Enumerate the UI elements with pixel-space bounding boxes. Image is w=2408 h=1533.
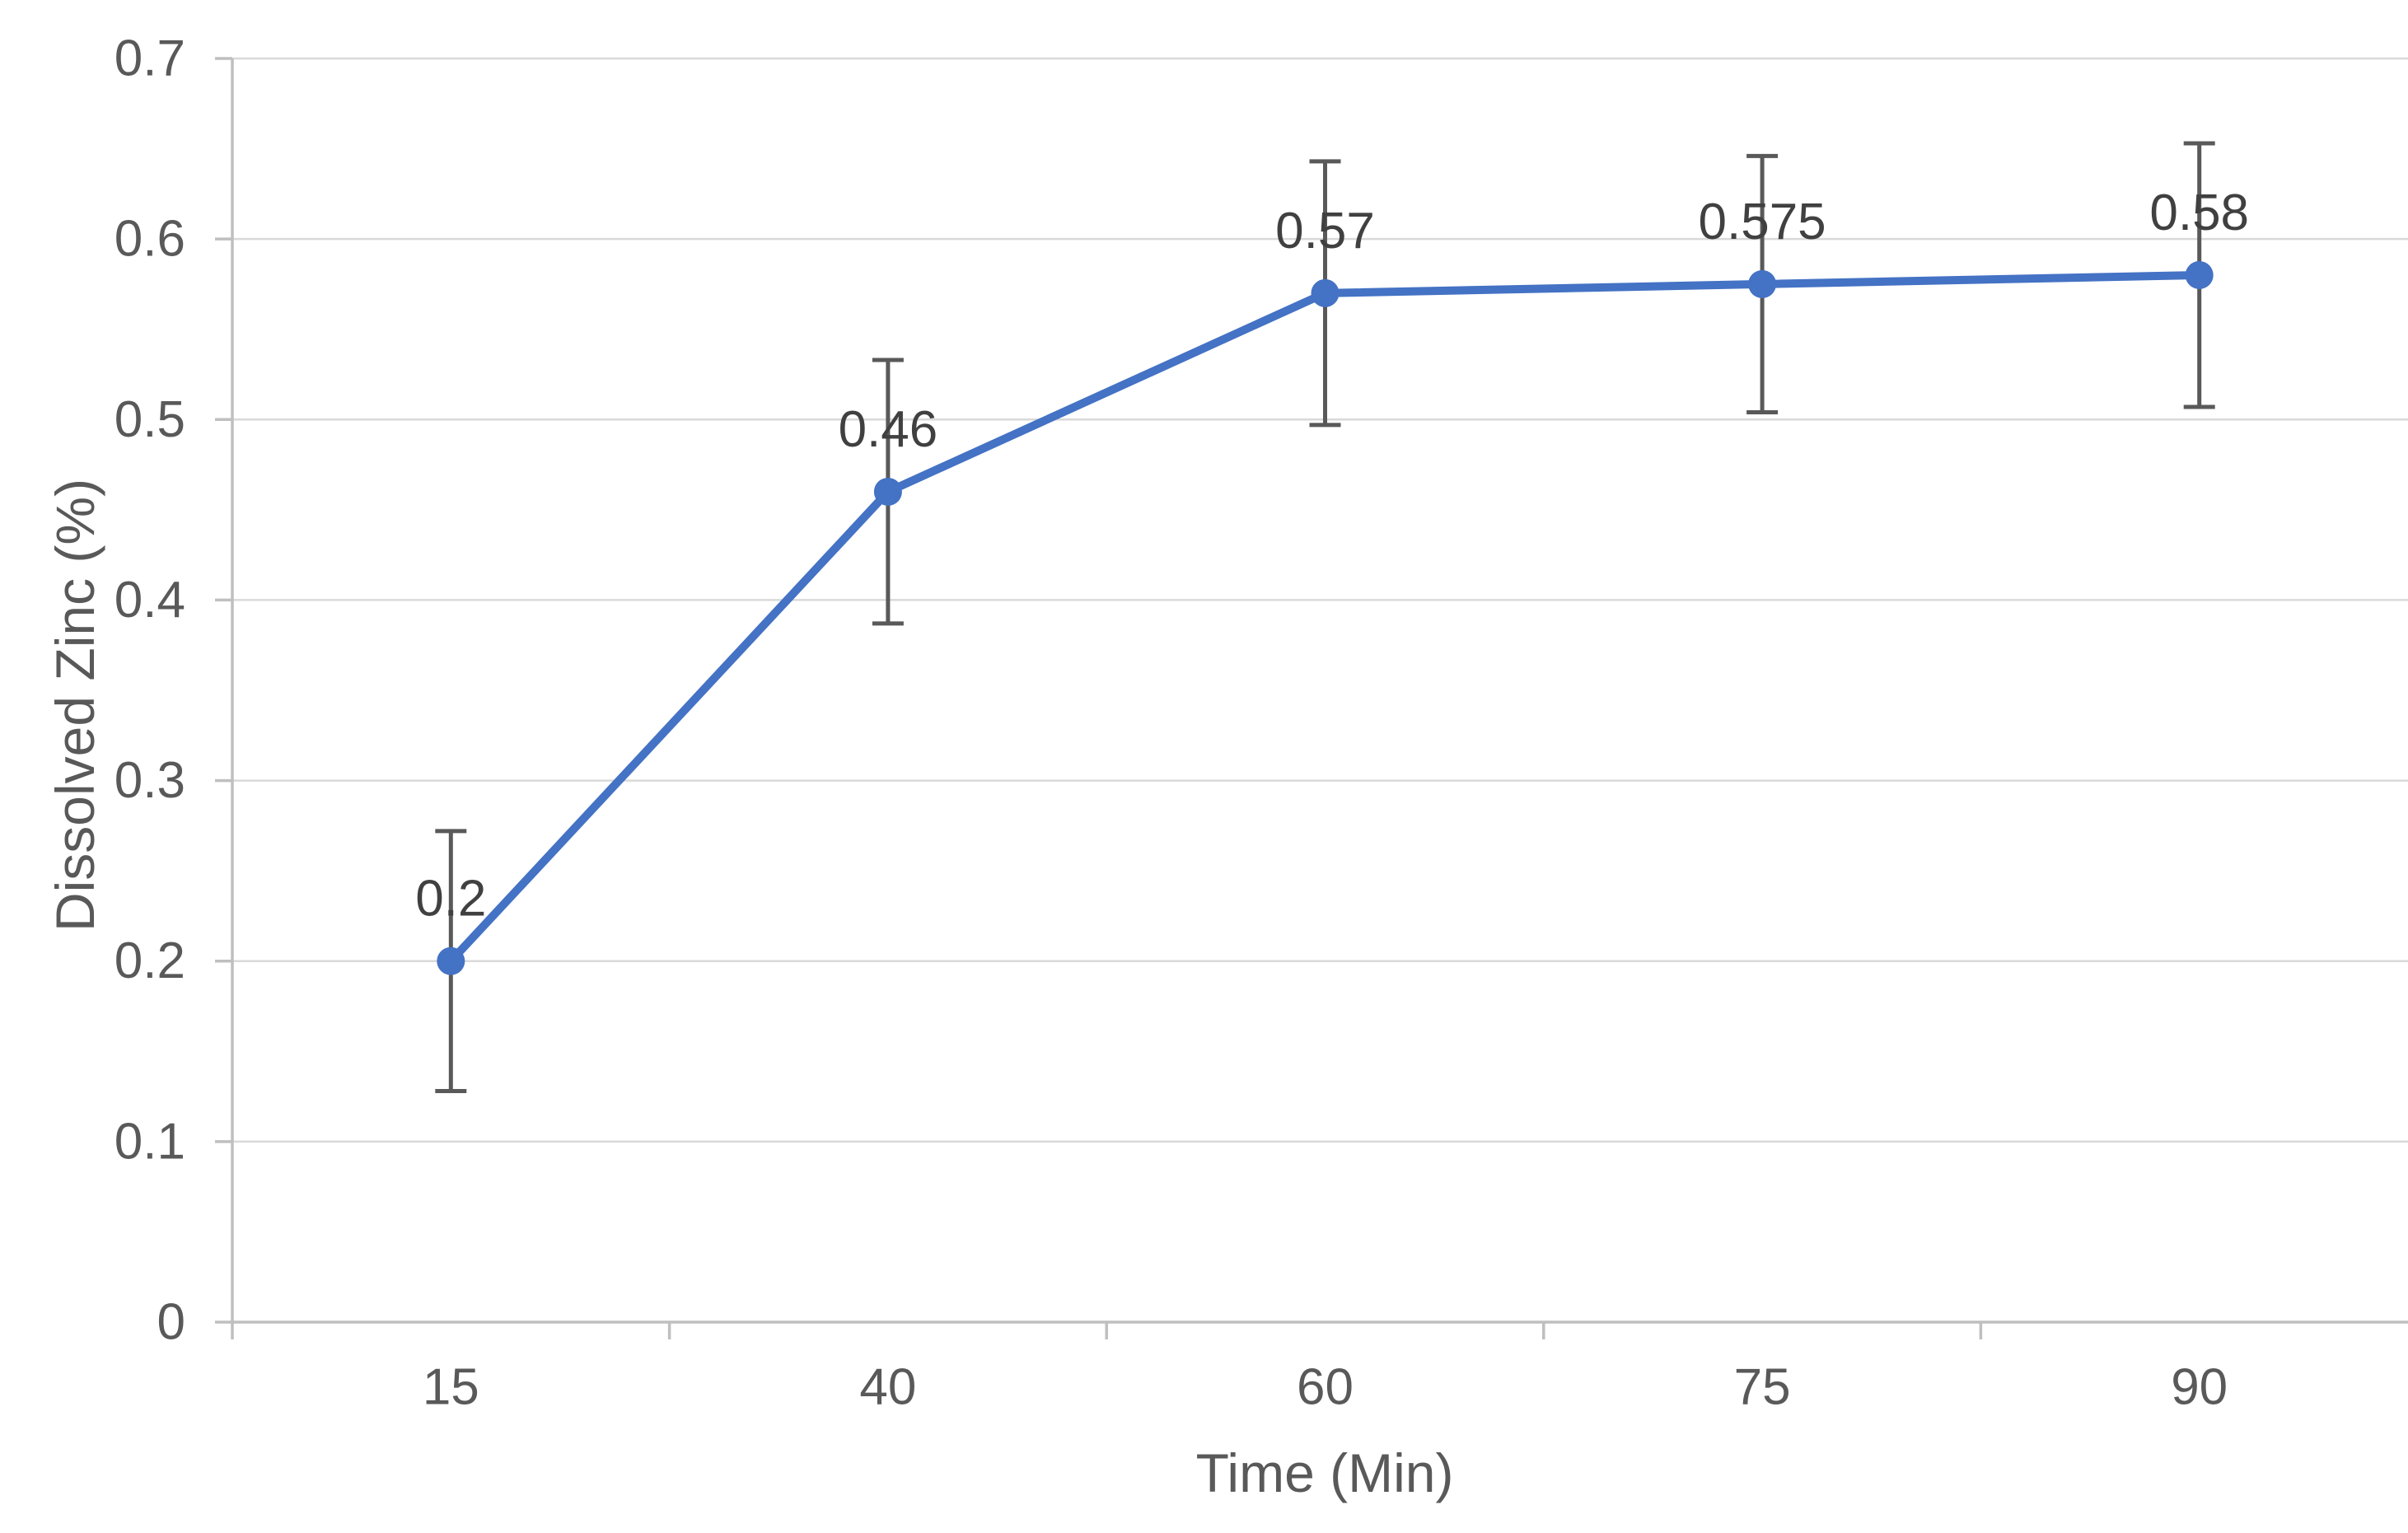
x-axis-tick-label: 15 [423,1359,479,1416]
y-axis-tick-label: 0.7 [115,30,185,87]
data-label: 0.575 [1699,194,1826,250]
y-axis-tick-label: 0.3 [115,752,185,809]
axes [215,57,2408,1339]
data-label: 0.46 [839,401,938,458]
y-axis-tick-label: 0 [157,1294,185,1351]
data-point-marker [1311,278,1340,307]
data-point-markers [437,260,2214,975]
x-axis-tick-label: 60 [1297,1359,1354,1416]
x-axis-tick-label: 75 [1734,1359,1791,1416]
data-point-marker [1748,269,1777,298]
data-label: 0.58 [2149,185,2249,241]
data-labels: 0.2 0.46 0.57 0.575 0.58 [415,185,2249,928]
chart-canvas: 0 0.1 0.2 0.3 0.4 0.5 0.6 0.7 15 40 60 75 90 0.2 0.4… [44,30,2408,1503]
y-axis-tick-label: 0.4 [115,572,185,629]
y-axis-title: Dissolved Zinc (%) [44,479,105,932]
x-axis-tick-labels: 15 40 60 75 90 [423,1359,2228,1416]
y-axis-tick-label: 0.1 [115,1113,185,1170]
x-axis-tick-label: 40 [859,1359,916,1416]
data-label: 0.2 [415,871,486,928]
data-label: 0.57 [1275,203,1375,259]
data-point-marker [873,477,902,506]
y-axis-tick-labels: 0 0.1 0.2 0.3 0.4 0.5 0.6 0.7 [115,30,185,1351]
dissolved-zinc-line-chart: 0 0.1 0.2 0.3 0.4 0.5 0.6 0.7 15 40 60 75 90 0.2 0.4… [33,13,2408,1520]
y-axis-tick-label: 0.2 [115,932,185,989]
x-axis-title: Time (Min) [1196,1442,1454,1503]
x-axis-tick-label: 90 [2171,1359,2228,1416]
y-axis-tick-label: 0.5 [115,391,185,448]
y-axis-tick-label: 0.6 [115,211,185,268]
data-point-marker [437,946,465,975]
data-point-marker [2185,260,2214,289]
